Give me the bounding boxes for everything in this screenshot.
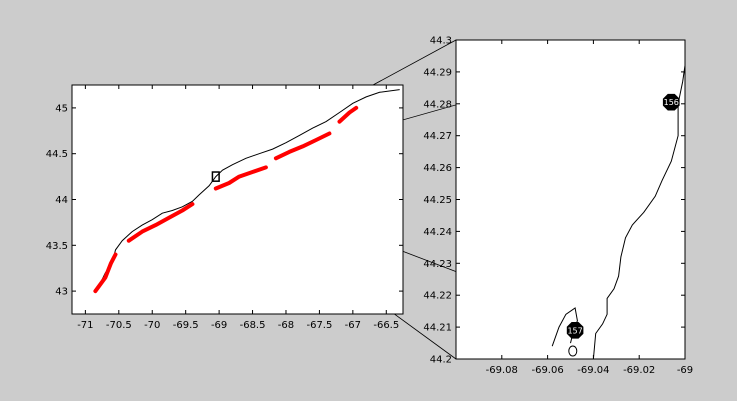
overview-x-tick-label: -67.5 [306,320,332,331]
overview-track [337,105,359,124]
inset-y-tick-label: 44.3 [430,36,452,47]
overview-y-tick-label: 44 [55,195,68,206]
overview-y-tick-label: 43.5 [46,241,68,252]
overview-x-tick-label: -68.5 [240,320,266,331]
overview-track [93,252,118,294]
overview-x-tick-label: -68 [278,320,294,331]
overview-y-ticks: 43 43.5 44 44.5 45 [46,103,403,298]
marker-label: 157 [567,326,582,335]
overview-tracks [93,105,359,294]
inset-y-tick-label: 44.27 [423,131,452,142]
overview-map: -71 -70.5 -70 -69.5 -69 -68.5 -68 -67.5 -67 -66.5… [46,84,404,331]
overview-x-tick-label: -69.5 [173,320,199,331]
overview-x-tick-label: -66.5 [373,320,399,331]
inset-y-tick-label: 44.21 [423,323,452,334]
overview-y-tick-label: 44.5 [46,149,68,160]
overview-coastline [98,89,400,287]
inset-x-ticks: -69.08 -69.06 -69.04 -69.02 -69 [486,40,693,376]
overview-y-tick-label: 45 [55,103,68,114]
overview-x-ticks: -71 -70.5 -70 -69.5 -69 -68.5 -68 -67.5 -67 -66.5 [77,85,399,331]
inset-islet [568,345,578,357]
marker-157: 157 [566,322,584,339]
inset-markers: 156 157 [566,93,680,339]
inset-y-ticks: 44.2 44.21 44.22 44.23 44.24 44.25 44.26 44.27 4… [423,36,685,366]
inset-y-tick-label: 44.24 [423,227,452,238]
inset-y-tick-label: 44.23 [423,259,452,270]
overview-coastline-line [98,89,400,287]
overview-track [273,131,332,161]
inset-coastline-line [592,65,686,360]
overview-x-tick-label: -69 [211,320,227,331]
inset-axes [455,39,686,360]
overview-x-tick-label: -67 [345,320,361,331]
marker-label: 156 [664,98,679,107]
inset-x-tick-label: -69 [677,365,693,376]
overview-track [126,202,195,243]
inset-x-tick-label: -69.06 [531,365,563,376]
marker-156: 156 [662,93,680,111]
inset-y-tick-label: 44.25 [423,195,452,206]
overview-x-tick-label: -70 [144,320,160,331]
overview-inset-box [211,171,220,182]
overview-axes [71,84,404,315]
marker-octagon-icon [566,322,584,339]
inset-y-tick-label: 44.26 [423,163,452,174]
overview-x-tick-label: -71 [77,320,93,331]
inset-x-tick-label: -69.02 [623,365,655,376]
overview-track [213,165,268,191]
inset-x-tick-label: -69.08 [486,365,518,376]
inset-y-tick-label: 44.28 [423,99,452,110]
inset-y-tick-label: 44.29 [423,67,452,78]
inset-x-tick-label: -69.04 [577,365,609,376]
inset-y-tick-label: 44.22 [423,291,452,302]
inset-y-tick-label: 44.2 [430,355,452,366]
overview-y-tick-label: 43 [55,287,68,298]
overview-x-tick-label: -70.5 [106,320,132,331]
marker-octagon-icon [662,93,680,111]
